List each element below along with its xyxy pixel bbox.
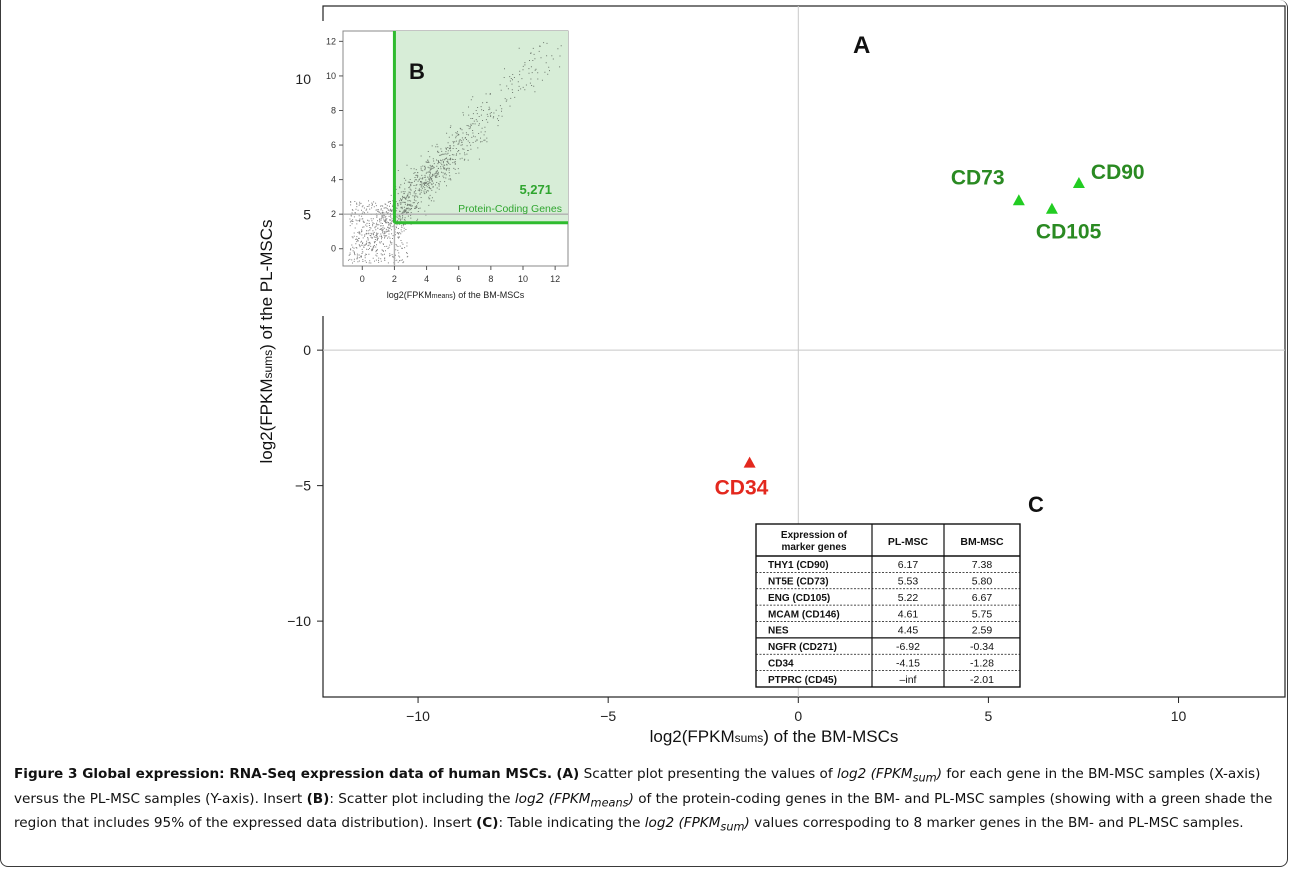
panel-label-b: B (409, 59, 425, 84)
marker-cd105 (1045, 202, 1058, 214)
table-cell-bm: 5.80 (972, 576, 993, 588)
x-tick-label: −5 (600, 708, 616, 724)
x-tick-label: −10 (406, 708, 430, 724)
marker-cd90 (1072, 176, 1085, 188)
inset-gene-count: 5,271 (519, 182, 552, 197)
inset-gene-label: Protein-Coding Genes (458, 203, 562, 215)
table-cell-pl: -6.92 (896, 641, 920, 653)
table-cell-gene: NT5E (CD73) (768, 577, 829, 588)
inset-y-tick-label: 4 (331, 175, 336, 185)
table-cell-pl: 4.45 (898, 625, 919, 637)
inset-y-tick-label: 12 (326, 36, 336, 46)
panel-labels: AC (853, 32, 1044, 517)
inset-y-tick-label: 8 (331, 105, 336, 115)
y-tick-label: −10 (287, 613, 311, 629)
inset-x-tick-label: 6 (456, 274, 461, 284)
table-cell-gene: ENG (CD105) (768, 593, 830, 604)
inset-y-tick-label: 0 (331, 244, 336, 254)
table-cell-bm: -0.34 (970, 641, 994, 653)
table-header-line2: marker genes (781, 542, 846, 553)
caption-a-tag: (A) (556, 766, 580, 782)
marker-cd34 (743, 456, 756, 468)
inset-y-tick-label: 2 (331, 209, 336, 219)
y-tick-label: −5 (295, 478, 311, 494)
marker-label-cd34: CD34 (715, 477, 769, 500)
table-cell-bm: 5.75 (972, 608, 993, 620)
marker-label-cd90: CD90 (1091, 161, 1145, 184)
table-cell-gene: PTPRC (CD45) (768, 675, 837, 686)
marker-cd73 (1012, 194, 1025, 206)
inset-b: 0 2 4 6 8 10 12 12 10 8 6 4 2 0 log2(FPKMmeans) of the… (317, 21, 592, 316)
figure-chart: −10 −5 0 5 10 10 5 0 −5 −10 log2(FPKMsums) of the … (257, 5, 1286, 746)
panel-label-a: A (853, 32, 870, 59)
caption-b-tag: (B) (306, 790, 330, 807)
x-tick-label: 5 (985, 708, 993, 724)
inset-x-tick-label: 10 (518, 274, 528, 284)
table-cell-gene: MCAM (CD146) (768, 609, 840, 620)
y-tick-label: 5 (303, 207, 311, 223)
table-cell-bm: -2.01 (970, 674, 994, 686)
table-cell-pl: 6.17 (898, 559, 919, 571)
figure-caption: Figure 3 Global expression: RNA-Seq expr… (14, 764, 1276, 838)
inset-x-tick-label: 12 (550, 274, 560, 284)
y-axis-label: log2(FPKMsums) of the PL-MSCs (257, 219, 276, 463)
caption-c-text-2: values correspoding to 8 marker genes in… (749, 815, 1244, 832)
table-cell-bm: -1.28 (970, 657, 994, 669)
caption-term-means: log2 (FPKMmeans) (514, 790, 634, 810)
marker-label-cd73: CD73 (951, 166, 1005, 189)
marker-gene-points: CD73 CD90 CD105 CD34 (715, 161, 1145, 500)
table-cell-gene: THY1 (CD90) (768, 560, 829, 571)
caption-a-text-1: Scatter plot presenting the values of (579, 766, 837, 782)
table-cell-gene: CD34 (768, 658, 794, 669)
caption-b-text-1: : Scatter plot including the (329, 790, 515, 807)
inset-x-tick-label: 8 (488, 274, 493, 284)
caption-c-text-1: : Table indicating the (498, 815, 645, 832)
table-cell-pl: –inf (900, 674, 917, 686)
inset-y-tick-label: 6 (331, 140, 336, 150)
inset-x-tick-label: 4 (424, 274, 429, 284)
table-cell-pl: 4.61 (898, 608, 919, 620)
table-cell-bm: 2.59 (972, 625, 993, 637)
inset-scatter-cloud (348, 42, 562, 264)
inset-x-axis-label: log2(FPKMmeans) of the BM-MSCs (387, 290, 525, 300)
panel-label-c: C (1028, 492, 1044, 517)
table-cell-pl: 5.53 (898, 576, 919, 588)
y-tick-label: 0 (303, 342, 311, 358)
table-header-line1: Expression of (781, 530, 848, 541)
inset-shaded-region (394, 31, 568, 223)
x-tick-label: 10 (1171, 708, 1187, 724)
table-cell-bm: 7.38 (972, 559, 993, 571)
table-cell-pl: 5.22 (898, 592, 919, 604)
table-cell-pl: -4.15 (896, 657, 920, 669)
table-cell-gene: NES (768, 626, 789, 637)
y-tick-label: 10 (295, 71, 311, 87)
caption-title: Figure 3 Global expression: RNA-Seq expr… (14, 766, 552, 782)
caption-a-text-2: for each gene in the BM-MSC samples (X-a… (14, 766, 1261, 807)
inset-x-tick-label: 2 (392, 274, 397, 284)
caption-term-sum-2: log2 (FPKMsum) (644, 815, 750, 835)
x-axis-label: log2(FPKMsums) of the BM-MSCs (650, 727, 899, 746)
table-header-bm: BM-MSC (960, 536, 1004, 548)
marker-label-cd105: CD105 (1036, 221, 1102, 244)
table-cell-bm: 6.67 (972, 592, 993, 604)
table-cell-gene: NGFR (CD271) (768, 642, 837, 653)
inset-y-tick-label: 10 (326, 71, 336, 81)
caption-b-text-2: of the protein-coding genes in the BM- a… (14, 790, 1273, 832)
caption-c-tag: (C) (476, 815, 499, 832)
table-header-pl: PL-MSC (888, 536, 929, 548)
x-tick-label: 0 (794, 708, 802, 724)
caption-term-sum-1: log2 (FPKMsum) (836, 766, 943, 785)
inset-x-tick-label: 0 (360, 274, 365, 284)
